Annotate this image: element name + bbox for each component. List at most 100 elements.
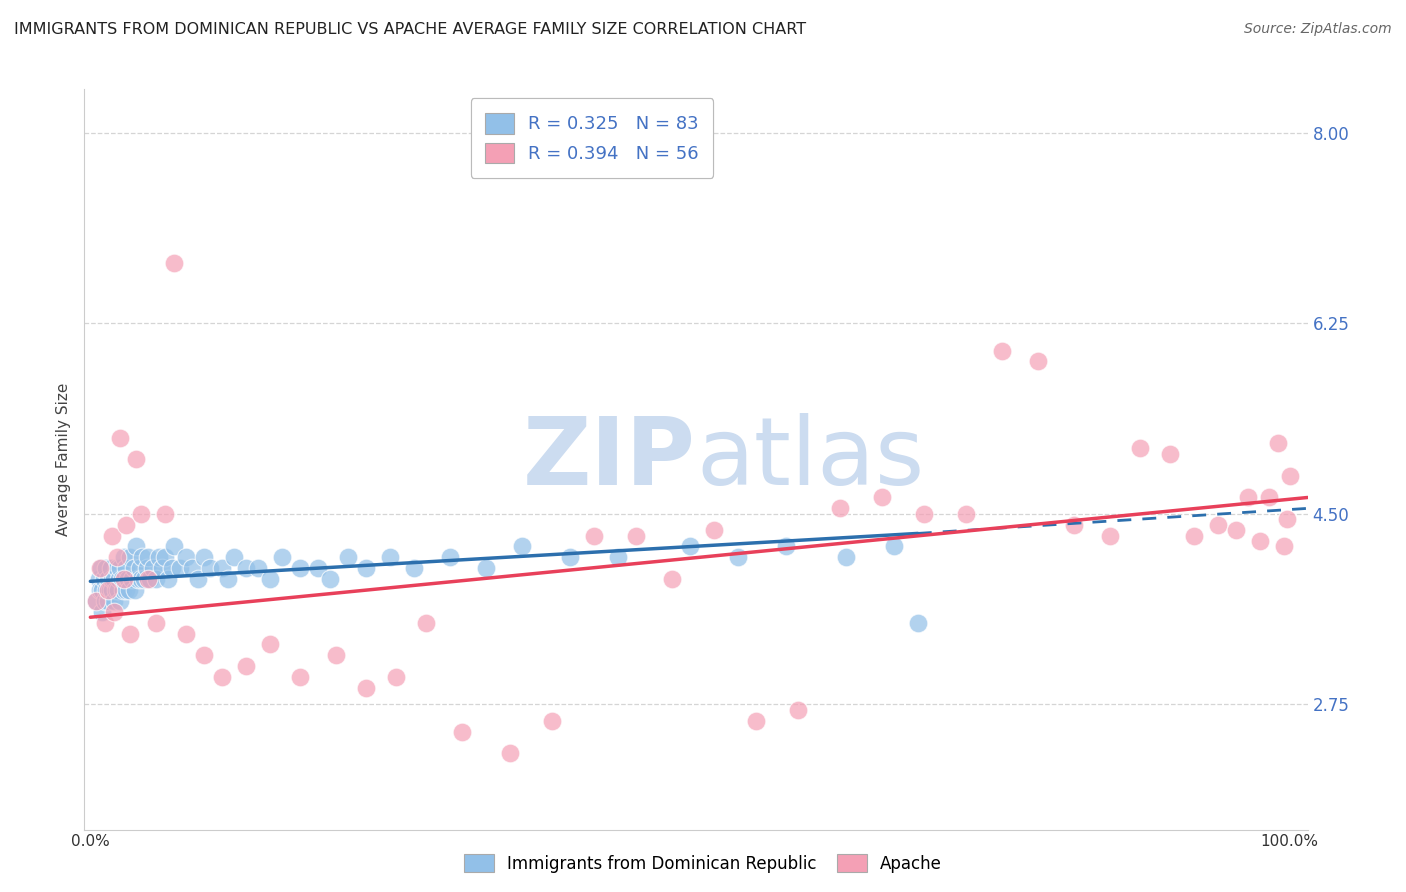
Point [87, 572, 110, 586]
Point [93, 615, 117, 630]
Point [118, 626, 141, 640]
Point [1249, 534, 1271, 549]
Point [148, 550, 170, 565]
Point [118, 582, 141, 597]
Point [290, 670, 312, 684]
Point [157, 572, 180, 586]
Point [169, 561, 191, 575]
Point [541, 714, 564, 728]
Point [122, 561, 145, 575]
Point [558, 550, 581, 565]
Point [145, 615, 167, 630]
Point [136, 572, 159, 586]
Point [1277, 512, 1299, 526]
Point [112, 550, 135, 565]
Point [883, 540, 905, 554]
Point [337, 550, 360, 565]
Point [110, 431, 132, 445]
Point [235, 659, 257, 673]
Point [385, 670, 408, 684]
Point [153, 550, 176, 565]
Point [124, 582, 146, 597]
Point [93, 594, 117, 608]
Point [624, 528, 647, 542]
Point [103, 605, 125, 619]
Point [101, 528, 124, 542]
Point [111, 582, 134, 597]
Point [271, 550, 294, 565]
Point [307, 561, 329, 575]
Point [97, 594, 120, 608]
Point [235, 561, 257, 575]
Point [104, 582, 127, 597]
Point [259, 638, 281, 652]
Point [475, 561, 498, 575]
Point [319, 572, 342, 586]
Point [224, 550, 246, 565]
Point [103, 572, 125, 586]
Point [912, 507, 935, 521]
Point [139, 572, 162, 586]
Point [259, 572, 281, 586]
Point [127, 572, 149, 586]
Point [1225, 523, 1247, 537]
Point [325, 648, 347, 663]
Point [181, 561, 204, 575]
Text: ZIP: ZIP [523, 413, 696, 506]
Point [1278, 468, 1301, 483]
Point [745, 714, 768, 728]
Point [101, 572, 124, 586]
Point [97, 582, 120, 597]
Point [607, 550, 630, 565]
Point [115, 561, 138, 575]
Point [163, 256, 186, 270]
Point [354, 561, 377, 575]
Point [583, 528, 606, 542]
Point [1129, 442, 1152, 456]
Point [661, 572, 683, 586]
Point [247, 561, 270, 575]
Point [86, 594, 108, 608]
Point [187, 572, 209, 586]
Point [89, 582, 111, 597]
Point [775, 540, 797, 554]
Point [153, 507, 176, 521]
Point [510, 540, 533, 554]
Point [107, 582, 129, 597]
Point [121, 572, 143, 586]
Point [907, 615, 929, 630]
Point [115, 517, 138, 532]
Point [1258, 491, 1281, 505]
Point [142, 561, 165, 575]
Legend: R = 0.325   N = 83, R = 0.394   N = 56: R = 0.325 N = 83, R = 0.394 N = 56 [471, 98, 713, 178]
Point [404, 561, 426, 575]
Point [870, 491, 893, 505]
Point [679, 540, 702, 554]
Point [211, 561, 233, 575]
Point [90, 561, 112, 575]
Point [97, 572, 120, 586]
Point [1063, 517, 1085, 532]
Point [451, 724, 474, 739]
Point [86, 594, 108, 608]
Point [1267, 436, 1289, 450]
Point [1026, 354, 1049, 368]
Point [105, 550, 128, 565]
Point [163, 540, 186, 554]
Point [110, 594, 132, 608]
Point [439, 550, 461, 565]
Point [415, 615, 437, 630]
Point [354, 681, 377, 695]
Point [193, 550, 215, 565]
Point [136, 550, 159, 565]
Point [703, 523, 725, 537]
Point [380, 550, 402, 565]
Point [160, 561, 183, 575]
Point [290, 561, 312, 575]
Point [991, 343, 1014, 358]
Point [115, 582, 138, 597]
Point [129, 507, 152, 521]
Point [131, 550, 153, 565]
Point [101, 582, 124, 597]
Point [103, 594, 125, 608]
